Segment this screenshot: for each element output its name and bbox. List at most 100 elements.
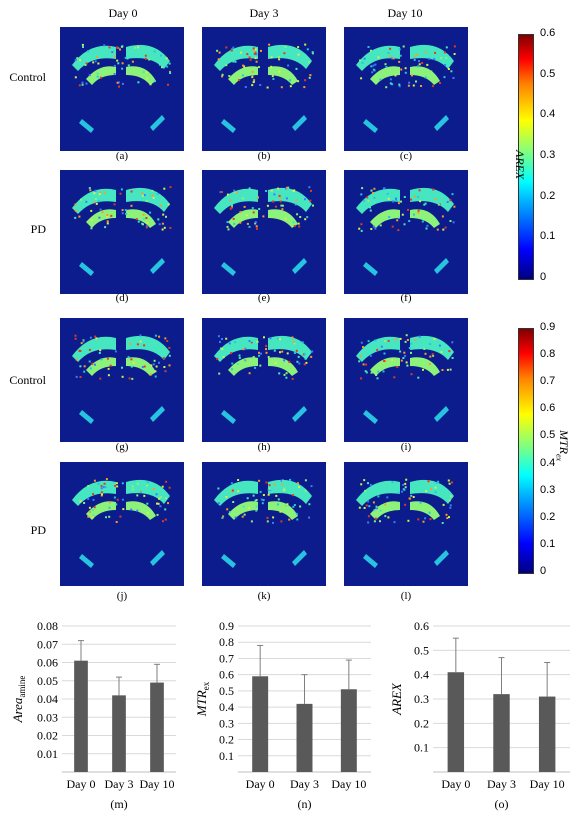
panel-label-3: (c) [399,150,413,162]
colorbar-tick: 0.1 [540,537,556,550]
colorbar-tick: 0.7 [540,375,556,388]
y-tick-label: 0.1 [414,741,429,755]
x-tick-label: Day 3 [487,777,516,791]
bar [296,703,313,772]
y-tick-label: 0.06 [37,656,58,670]
row-label-control-mtr: Control [9,373,46,387]
y-axis-label: MTRex [194,681,211,717]
image-panel-2 [202,27,326,151]
bar-chart-3: 0.1 0.2 0.3 0.4 0.5 0.6 Day 0 Day 3 Day 10 AREX (o… [385,612,584,817]
image-panel-8 [202,318,326,442]
bar-chart-1: 0.01 0.02 0.03 0.04 0.05 0.06 0.07 0.08 Day 0 Day… [0,612,190,817]
x-tick-label: Day 0 [67,777,96,791]
colorbar-tick: 0.5 [540,67,556,80]
panel-label-12: (l) [400,590,412,602]
image-panel-11 [202,462,326,586]
y-tick-label: 0.6 [219,668,234,682]
colorbar-tick: 0.4 [540,108,556,121]
x-tick-label: Day 3 [290,777,319,791]
image-panel-1 [60,27,184,151]
y-tick-label: 0.08 [37,619,58,633]
colorbar-tick: 0.2 [540,510,556,523]
colorbar-tick: 0 [540,565,547,577]
y-tick-label: 0.7 [219,651,234,665]
y-tick-label: 0.2 [219,733,234,747]
image-panel-4 [60,170,184,294]
y-axis-label: AREX [389,682,404,716]
y-tick-label: 0.2 [414,716,429,730]
colorbar-tick: 0.8 [540,348,556,361]
y-tick-label: 0.3 [219,716,234,730]
y-tick-label: 0.9 [219,619,234,633]
panel-label-11: (k) [257,590,271,602]
colorbar-tick: 0.6 [540,27,556,39]
column-title-day0: Day 0 [108,6,138,20]
row-label-control-arex: Control [9,70,46,84]
x-tick-label: Day 0 [441,777,470,791]
colorbar-tick: 0.3 [540,149,556,161]
y-axis-label: Areaamine [10,676,27,724]
bar [538,696,556,772]
colorbar-tick: 0.6 [540,402,556,415]
row-label-pd-arex: PD [30,222,46,236]
panel-label-1: (a) [115,150,129,162]
y-tick-label: 0.5 [414,643,429,657]
image-panel-7 [60,318,184,442]
y-tick-label: 0.8 [219,635,234,649]
bar [150,682,164,772]
panel-label: (n) [298,797,312,811]
bar [112,695,126,772]
bar [74,660,88,772]
panel-label-6: (f) [400,292,412,304]
panel-label-7: (g) [115,441,129,453]
panel-label-4: (d) [115,292,129,304]
bar [493,694,510,772]
x-tick-label: Day 10 [530,777,565,791]
x-tick-label: Day 10 [331,777,366,791]
image-panel-3 [344,27,468,151]
y-tick-label: 0.4 [219,700,234,714]
colorbar-mtr-label: MTRex [554,430,571,462]
y-tick-label: 0.3 [414,692,429,706]
x-tick-label: Day 10 [140,777,175,791]
column-title-day3: Day 3 [249,6,279,20]
panel-label: (o) [495,797,509,811]
panel-label-9: (i) [400,441,412,453]
y-tick-label: 0.5 [219,684,234,698]
image-panel-6 [344,170,468,294]
image-panel-12 [344,462,468,586]
y-tick-label: 0.4 [414,668,429,682]
y-tick-label: 0.04 [37,692,58,706]
colorbar-tick: 0.9 [540,321,556,333]
y-tick-label: 0.03 [37,710,58,724]
colorbar-mtr [518,328,534,574]
panel-label-5: (e) [257,292,271,304]
y-tick-label: 0.6 [414,619,429,633]
panel-label-10: (j) [116,590,128,602]
image-panel-10 [60,462,184,586]
bar [252,676,269,772]
y-tick-label: 0.1 [219,749,234,763]
colorbar-tick: 0.5 [540,429,556,442]
colorbar-tick: 0.4 [540,456,556,469]
row-label-pd-mtr: PD [30,523,46,537]
colorbar-tick: 0.3 [540,483,556,496]
image-panel-5 [202,170,326,294]
colorbar-tick: 0 [540,271,547,283]
colorbar-arex [518,34,534,280]
panel-label-2: (b) [257,150,271,162]
x-tick-label: Day 3 [105,777,134,791]
bar [340,689,357,772]
colorbar-tick: 0.2 [540,189,556,202]
colorbar-arex-label: AREX [513,150,527,180]
y-tick-label: 0.07 [37,637,58,651]
x-tick-label: Day 0 [246,777,275,791]
bar [447,672,465,772]
y-tick-label: 0.05 [37,674,58,688]
y-tick-label: 0.02 [37,729,58,743]
y-tick-label: 0.01 [37,747,58,761]
image-panel-9 [344,318,468,442]
column-title-day10: Day 10 [387,6,423,20]
panel-label: (m) [110,797,127,811]
colorbar-tick: 0.1 [540,230,556,243]
